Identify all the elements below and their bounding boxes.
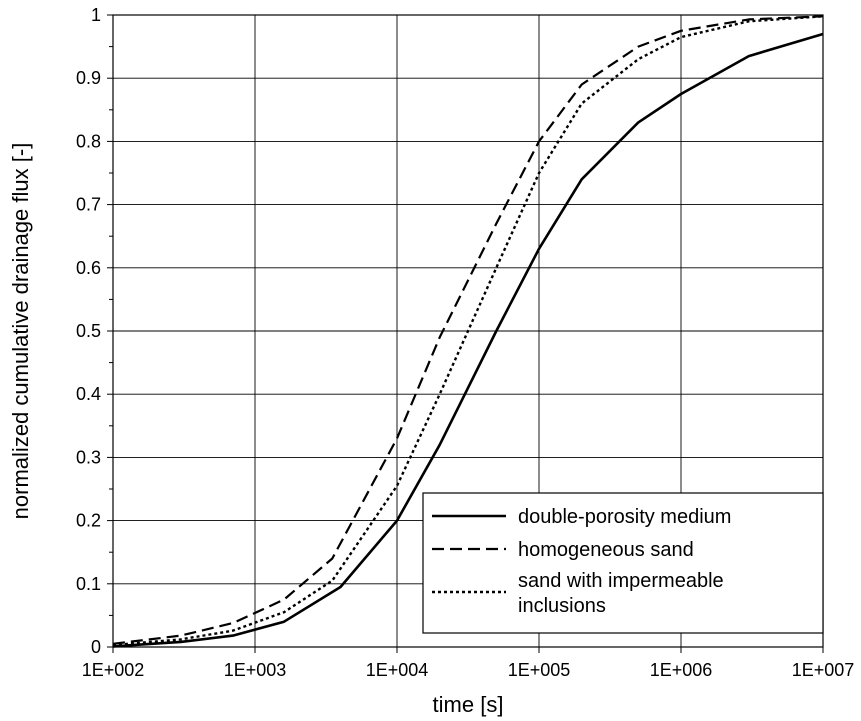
legend: double-porosity medium homogeneous sand sa… [422,492,824,634]
y-tick-label: 0 [91,637,101,657]
y-tick-label: 0.4 [76,384,101,404]
y-tick-label: 1 [91,5,101,25]
x-tick-label: 1E+002 [82,660,145,680]
x-tick-labels: 1E+002 1E+003 1E+004 1E+005 1E+006 1E+007 [82,660,855,680]
legend-label: sand with impermeable [518,570,724,592]
series-line-double-porosity-medium [112,32,824,648]
y-tick-label: 0.9 [76,68,101,88]
series-line-homogeneous-sand [112,15,824,645]
y-tick-label: 0.8 [76,131,101,151]
y-axis-title: normalized cumulative drainage flux [-] [8,143,33,520]
y-tick-label: 0.2 [76,511,101,531]
x-tick-label: 1E+003 [224,660,287,680]
y-tick-label: 0.6 [76,258,101,278]
y-minor-ticks [109,46,113,616]
legend-label: inclusions [518,595,606,617]
y-tick-label: 0.5 [76,321,101,341]
series-line-sand-with-impermeable-inclusions [112,15,824,647]
y-tick-label: 0.3 [76,447,101,467]
plot-area-frame [112,14,824,648]
x-tick-label: 1E+005 [508,660,571,680]
legend-label: double-porosity medium [518,506,731,528]
x-axis-title: time [s] [433,692,504,717]
x-tick-label: 1E+007 [792,660,855,680]
legend-label: homogeneous sand [518,539,694,561]
y-tick-labels: 0 0.1 0.2 0.3 0.4 0.5 0.6 0.7 0.8 0.9 1 [76,5,101,657]
series-lines [112,15,824,648]
x-tick-label: 1E+004 [366,660,429,680]
x-tick-label: 1E+006 [650,660,713,680]
y-tick-label: 0.7 [76,195,101,215]
y-tick-label: 0.1 [76,574,101,594]
